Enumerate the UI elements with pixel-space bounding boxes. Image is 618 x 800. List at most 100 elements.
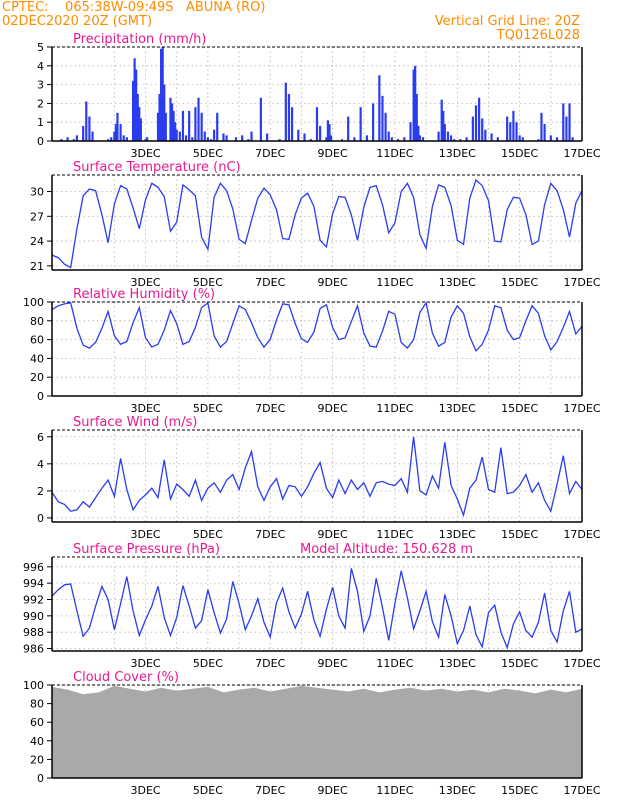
precip-bar (139, 118, 142, 141)
precip-bar (216, 112, 219, 141)
precip-bar (107, 139, 110, 141)
precip-bar (340, 139, 344, 141)
cloud-title: Cloud Cover (%) (73, 670, 179, 685)
precip-bar (437, 131, 440, 141)
temp-ytick-label: 30 (30, 186, 44, 199)
wind-xtick-label: 9DEC (318, 528, 348, 541)
precip-bar (390, 137, 393, 141)
precip-bar (372, 103, 375, 141)
temp-xtick-label: 9DEC (318, 276, 348, 289)
pressure-xtick-label: 3DEC (130, 657, 160, 670)
temp-ytick-label: 27 (30, 210, 44, 223)
cloud-xtick-label: 5DEC (193, 784, 223, 797)
wind-ytick-label: 6 (37, 431, 44, 444)
precip-bar (315, 107, 319, 141)
pressure-xtick-label: 5DEC (193, 657, 223, 670)
precip-bar (138, 107, 141, 141)
pressure-xtick-label: 17DEC (563, 657, 600, 670)
precip-bar (449, 135, 453, 141)
humidity-ytick-label: 60 (30, 334, 44, 347)
pressure-xtick-label: 11DEC (376, 657, 413, 670)
precip-xtick-label: 15DEC (501, 147, 538, 160)
precip-bar (353, 137, 356, 141)
precip-xtick-label: 5DEC (193, 147, 223, 160)
precip-bar (562, 103, 565, 141)
temp-title: Surface Temperature (nC) (73, 160, 241, 175)
wind-xtick-label: 15DEC (501, 528, 538, 541)
wind-line (51, 436, 583, 518)
precip-bar (200, 112, 203, 141)
cloud-xtick-label: 17DEC (563, 784, 600, 797)
wind-ytick-label: 0 (37, 512, 44, 525)
cloud-ytick-label: 80 (30, 698, 44, 711)
panel-humidity: Relative Humidity (%) 0 20 40 60 80 100 3DEC 5DE… (23, 287, 601, 415)
temp-xtick-label: 7DEC (255, 276, 285, 289)
precip-ytick-label: 1 (37, 116, 44, 129)
temp-ytick-label: 21 (30, 260, 44, 273)
precip-bar (136, 94, 139, 141)
precip-bar (225, 135, 228, 141)
panel-temp: Surface Temperature (nC) 21 24 27 30 3DEC 5DEC… (30, 160, 601, 289)
pressure-ytick-label: 992 (23, 594, 44, 607)
humidity-ytick-label: 40 (30, 352, 44, 365)
precip-bar (555, 137, 559, 141)
humidity-ytick-label: 0 (37, 390, 44, 403)
humidity-xtick-label: 15DEC (501, 402, 538, 415)
precip-bar (381, 95, 384, 141)
humidity-title: Relative Humidity (%) (73, 287, 215, 302)
precip-bar (133, 58, 136, 141)
precip-bar (82, 125, 85, 141)
precip-bar (113, 131, 116, 141)
precip-bar (191, 137, 194, 141)
precip-bar (571, 137, 574, 141)
precip-bar (181, 110, 185, 141)
precip-bar (88, 116, 91, 141)
precip-bar (326, 120, 330, 141)
temp-xtick-label: 3DEC (130, 276, 160, 289)
precip-bar (266, 133, 269, 141)
precip-bar (415, 94, 418, 141)
humidity-xtick-label: 11DEC (376, 402, 413, 415)
precip-bar (66, 137, 69, 141)
precip-bar (175, 129, 178, 141)
wind-xtick-label: 17DEC (563, 528, 600, 541)
temp-xtick-label: 15DEC (501, 276, 538, 289)
humidity-xtick-label: 3DEC (130, 402, 160, 415)
cloud-ytick-label: 20 (30, 753, 44, 766)
precip-bar (241, 135, 244, 141)
wind-xtick-label: 5DEC (193, 528, 223, 541)
precip-bar (384, 112, 387, 141)
cloud-ytick-label: 100 (23, 679, 44, 692)
precip-bar (287, 94, 291, 141)
precip-bar (184, 135, 188, 141)
precip-bar (172, 110, 175, 141)
precip-bar (145, 137, 149, 141)
precip-bar (284, 82, 287, 141)
precip-xtick-label: 9DEC (318, 147, 348, 160)
precip-bar (156, 112, 160, 141)
precip-ytick-label: 3 (37, 79, 44, 92)
precip-bar (160, 48, 163, 141)
humidity-ytick-label: 20 (30, 371, 44, 384)
panel-wind: Surface Wind (m/s) 0 2 4 6 3DEC 5DEC 7DEC 9DEC 11… (37, 415, 601, 541)
precip-bar (60, 139, 63, 141)
precip-bar (459, 139, 462, 141)
precip-bar (387, 131, 390, 141)
precip-bar (119, 124, 122, 141)
temp-xtick-label: 17DEC (563, 276, 600, 289)
wind-xtick-label: 13DEC (439, 528, 476, 541)
precip-bar (442, 110, 445, 141)
humidity-xtick-label: 17DEC (563, 402, 600, 415)
precip-bar (478, 97, 481, 141)
precip-bar (213, 129, 216, 141)
pressure-line (51, 568, 583, 650)
precip-bar (247, 139, 250, 141)
precip-bar (365, 135, 368, 141)
precip-bar (178, 131, 181, 141)
pressure-title: Surface Pressure (hPa) (73, 542, 220, 557)
precip-bar (540, 112, 543, 141)
precip-bar (543, 124, 546, 141)
humidity-ytick-label: 100 (23, 296, 44, 309)
pressure-ytick-label: 994 (23, 577, 44, 590)
pressure-xtick-label: 7DEC (255, 657, 285, 670)
